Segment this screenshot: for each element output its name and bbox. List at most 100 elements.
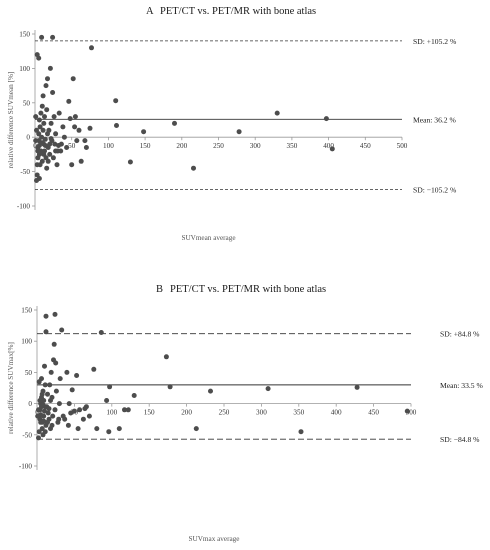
upper-limit-label: SD: +84.8 % xyxy=(440,330,480,339)
data-point xyxy=(69,162,75,168)
x-tick-label: 300 xyxy=(250,142,261,150)
x-tick-label: 50 xyxy=(68,142,76,150)
data-point xyxy=(33,114,39,120)
data-point xyxy=(265,386,271,392)
data-point xyxy=(41,413,47,419)
data-point xyxy=(80,416,86,422)
data-point xyxy=(86,413,92,419)
data-point xyxy=(42,408,47,414)
data-point xyxy=(42,429,48,435)
mean-label: Mean: 36.2 % xyxy=(413,115,456,124)
data-point xyxy=(61,134,67,140)
data-point xyxy=(298,429,304,435)
y-tick-label: -50 xyxy=(20,168,30,176)
data-point xyxy=(64,145,70,150)
y-tick-label: -50 xyxy=(22,431,32,439)
data-point xyxy=(46,406,52,412)
data-point xyxy=(122,407,127,413)
x-tick-label: 500 xyxy=(397,142,408,150)
x-tick-label: 150 xyxy=(140,142,151,150)
data-point xyxy=(98,330,104,335)
data-point xyxy=(36,55,42,61)
x-tick-label: 400 xyxy=(323,142,334,150)
x-tick-label: 0 xyxy=(35,409,39,417)
data-point xyxy=(35,413,41,419)
data-point xyxy=(67,116,73,122)
data-point xyxy=(354,384,360,390)
data-point xyxy=(52,311,58,317)
data-point xyxy=(47,382,53,388)
data-point xyxy=(45,158,51,164)
data-point xyxy=(36,379,42,385)
x-tick-label: 100 xyxy=(103,142,114,150)
data-point xyxy=(236,129,242,135)
y-tick-label: 100 xyxy=(21,338,32,346)
upper-limit-label: SD: +105.2 % xyxy=(413,37,457,46)
data-point xyxy=(82,138,88,144)
data-point xyxy=(87,125,93,131)
data-point xyxy=(83,145,89,150)
data-point xyxy=(56,416,62,422)
data-point xyxy=(50,34,56,40)
data-point xyxy=(42,363,47,369)
data-point xyxy=(107,384,113,390)
data-point xyxy=(75,426,81,432)
data-point xyxy=(56,110,62,116)
data-point xyxy=(404,408,410,414)
data-point xyxy=(323,116,329,122)
data-point xyxy=(167,384,173,390)
data-point xyxy=(104,398,110,403)
data-point xyxy=(53,148,59,154)
panel-label: B xyxy=(156,284,163,295)
data-point xyxy=(39,426,45,432)
mean-label: Mean: 33.5 % xyxy=(440,381,483,390)
data-point xyxy=(45,76,50,82)
data-point xyxy=(36,435,41,441)
chart-title-group: A PET/CT vs. PET/MR with bone atlas xyxy=(146,6,316,17)
data-point xyxy=(191,165,196,171)
lower-limit-label: SD: −105.2 % xyxy=(413,185,457,194)
data-point xyxy=(125,407,131,413)
data-point xyxy=(56,401,62,407)
x-axis-label: SUVmax average xyxy=(189,535,240,543)
data-point xyxy=(91,366,97,372)
x-tick-label: 150 xyxy=(144,409,155,417)
data-point xyxy=(72,124,78,130)
data-point xyxy=(42,114,47,120)
y-tick-label: 150 xyxy=(19,31,30,39)
data-point xyxy=(39,134,45,140)
data-point xyxy=(45,391,50,397)
data-point xyxy=(50,90,56,95)
y-axis-label: relative difference SUVmean [%] xyxy=(7,72,15,169)
data-point xyxy=(41,120,47,126)
data-point xyxy=(94,426,100,432)
data-point xyxy=(59,327,65,333)
data-point xyxy=(51,114,57,120)
data-point xyxy=(49,422,55,428)
data-point xyxy=(40,93,46,99)
data-point xyxy=(36,429,42,435)
data-point xyxy=(47,151,53,157)
y-tick-label: 50 xyxy=(23,99,31,107)
y-axis-label: relative difference SUVmax[%] xyxy=(7,342,15,434)
data-point xyxy=(65,422,71,428)
data-point xyxy=(34,127,39,133)
data-point xyxy=(44,165,50,171)
lower-limit-label: SD: −84.8 % xyxy=(440,435,480,444)
data-point xyxy=(39,391,45,397)
data-point xyxy=(66,98,72,104)
data-point xyxy=(39,34,45,40)
data-point xyxy=(36,407,41,413)
data-point xyxy=(33,138,39,144)
panel-label: A xyxy=(146,6,154,17)
chart-title: PET/CT vs. PET/MR with bone atlas xyxy=(160,6,316,17)
data-point xyxy=(193,426,199,432)
data-point xyxy=(40,402,46,408)
data-point xyxy=(56,143,61,148)
data-point xyxy=(60,124,66,130)
data-point xyxy=(76,127,82,133)
data-point xyxy=(39,103,45,109)
data-point xyxy=(57,376,63,382)
y-tick-label: -100 xyxy=(17,203,31,211)
data-point xyxy=(43,313,49,319)
